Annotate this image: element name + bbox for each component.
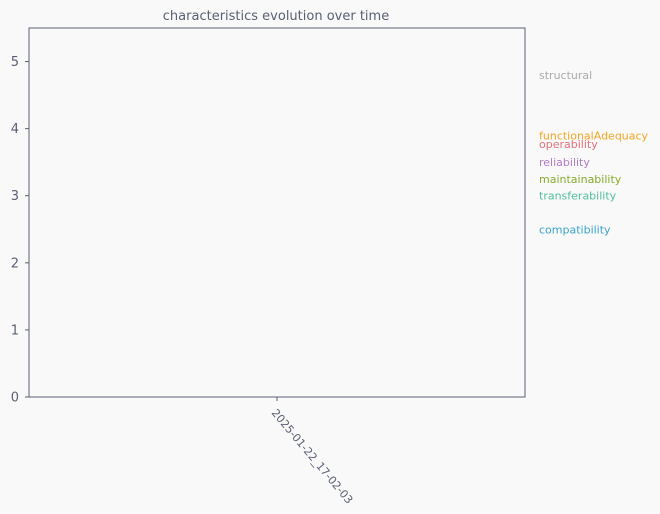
y-tick-label: 4	[11, 122, 19, 137]
series-label: functionalAdequacy	[539, 129, 649, 142]
y-tick-label: 2	[11, 256, 19, 271]
series-label: operability	[539, 138, 598, 151]
y-tick-label: 3	[11, 189, 19, 204]
chart-title: characteristics evolution over time	[163, 9, 389, 24]
series-label: compatibility	[539, 223, 611, 236]
y-axis: 0 1 2 3 4 5	[11, 55, 29, 406]
series-label: transferability	[539, 190, 617, 203]
series-label: structural	[539, 69, 592, 82]
series-label: maintainability	[539, 173, 622, 186]
y-tick-label: 1	[11, 323, 19, 338]
x-tick-label: 2025-01-22_17-02-03	[269, 407, 356, 507]
y-tick-label: 5	[11, 55, 19, 70]
plot-area-frame	[28, 27, 526, 398]
series-label: reliability	[539, 156, 590, 169]
x-axis: 2025-01-22_17-02-03	[269, 397, 356, 507]
y-tick-label: 0	[11, 391, 19, 406]
